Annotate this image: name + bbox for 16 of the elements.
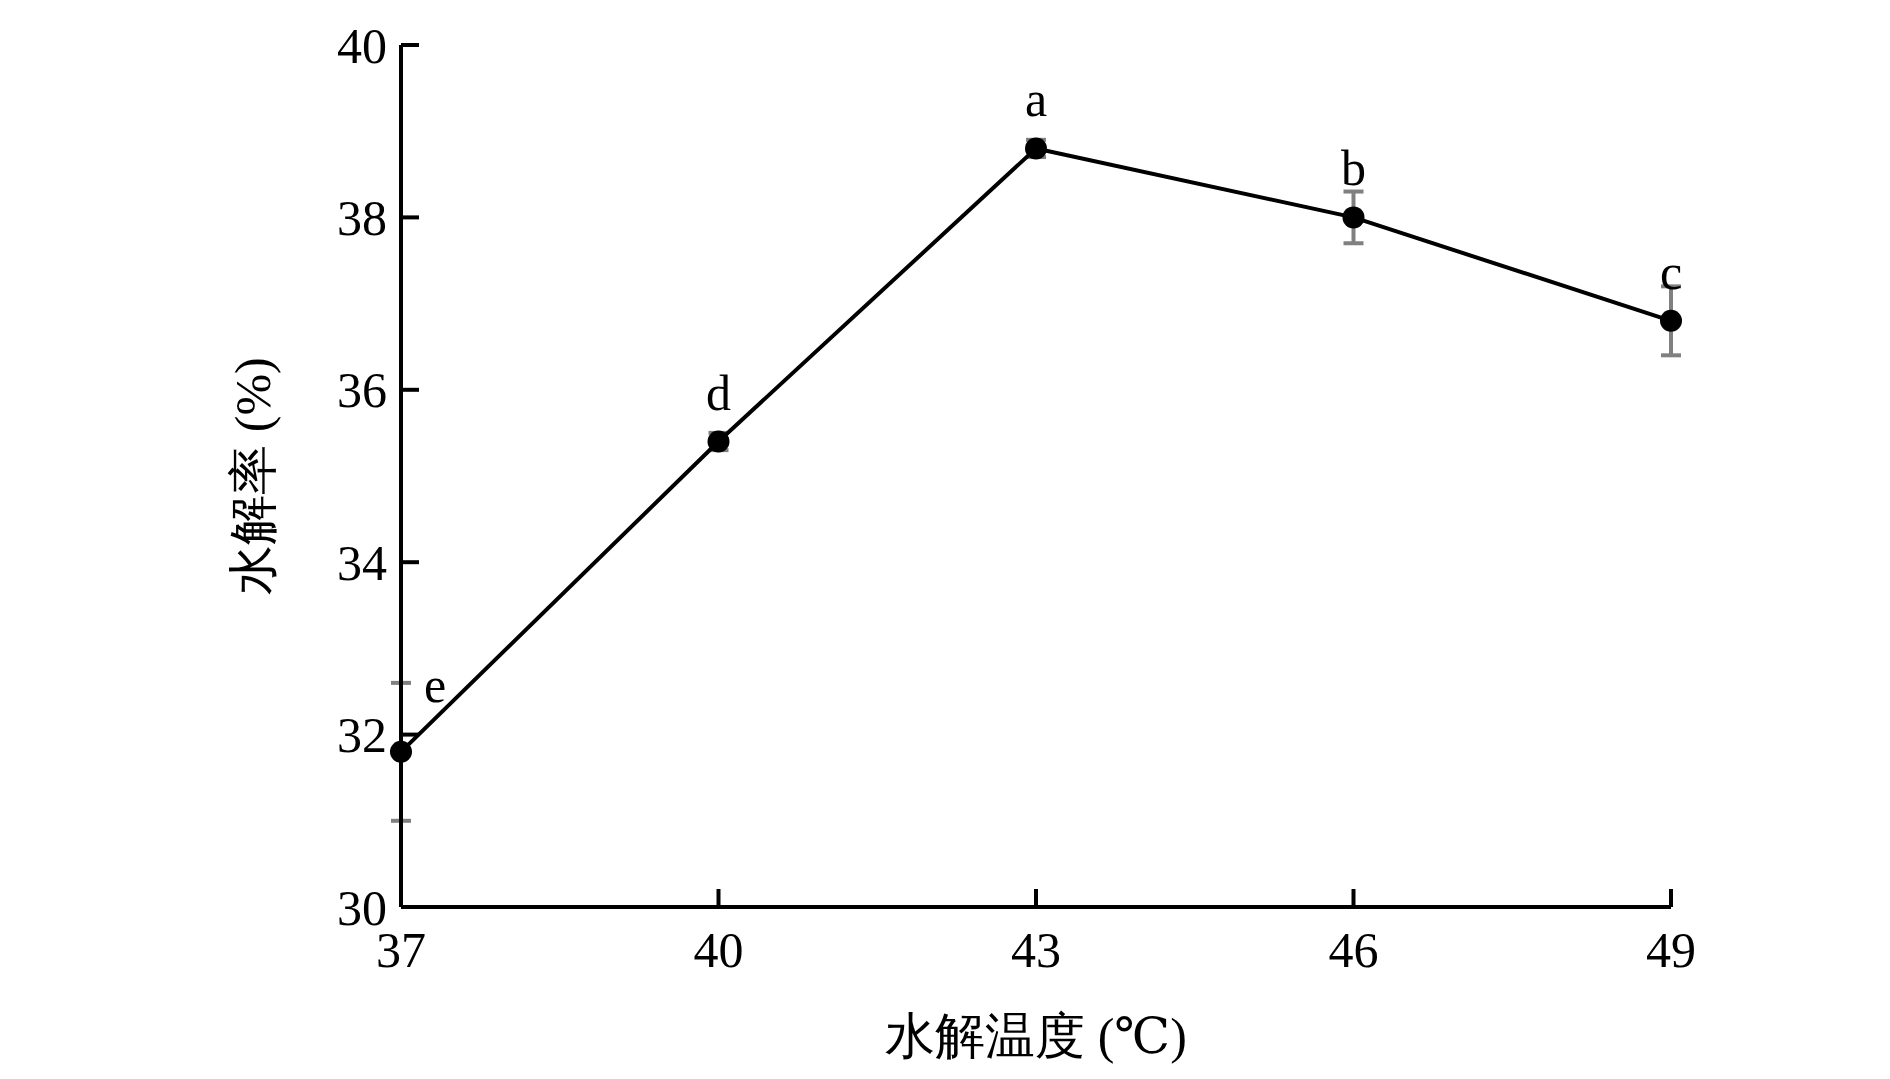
y-axis-title: 水解率 (%) xyxy=(225,357,281,595)
annotation: b xyxy=(1341,140,1366,197)
x-tick-label: 49 xyxy=(1646,922,1696,978)
annotation: e xyxy=(423,656,447,713)
x-axis-title: 水解温度 (℃) xyxy=(885,1008,1187,1064)
x-tick-label: 46 xyxy=(1328,922,1379,978)
annotation: c xyxy=(1659,243,1683,300)
y-tick-label: 38 xyxy=(337,189,387,246)
x-tick-label: 43 xyxy=(1011,922,1061,978)
y-tick-label: 34 xyxy=(337,534,387,591)
annotation: a xyxy=(1024,71,1048,128)
x-tick-label: 40 xyxy=(693,922,744,978)
y-tick-label: 32 xyxy=(337,707,387,764)
y-tick-label: 36 xyxy=(337,362,387,419)
y-tick-label: 40 xyxy=(337,17,387,74)
annotation: d xyxy=(706,364,731,421)
